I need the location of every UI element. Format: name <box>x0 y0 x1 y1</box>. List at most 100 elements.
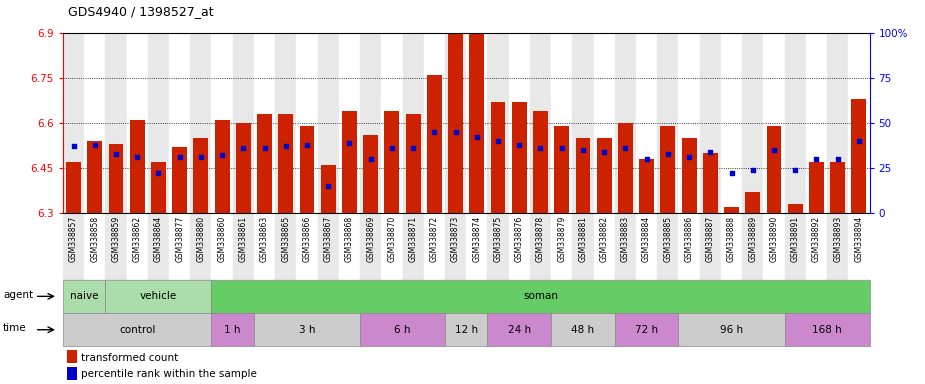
Text: vehicle: vehicle <box>140 291 177 301</box>
Text: 48 h: 48 h <box>572 325 595 335</box>
Bar <box>678 213 699 280</box>
Text: GSM338891: GSM338891 <box>791 215 800 262</box>
Bar <box>466 33 487 213</box>
Bar <box>763 213 784 280</box>
Point <box>278 143 293 149</box>
Text: 96 h: 96 h <box>720 325 743 335</box>
Point <box>108 151 123 157</box>
Bar <box>703 153 718 213</box>
Bar <box>296 33 317 213</box>
Text: GSM338887: GSM338887 <box>706 215 715 262</box>
Bar <box>469 33 485 213</box>
Text: GSM338893: GSM338893 <box>833 215 842 262</box>
Bar <box>275 213 296 280</box>
Bar <box>381 33 402 213</box>
Bar <box>402 213 424 280</box>
Bar <box>678 33 699 213</box>
Bar <box>63 313 212 346</box>
Point <box>660 151 675 157</box>
Point <box>490 138 505 144</box>
Point <box>703 149 718 155</box>
Bar <box>191 213 212 280</box>
Bar <box>127 213 148 280</box>
Point <box>151 170 166 177</box>
Bar <box>636 33 658 213</box>
Bar <box>148 33 169 213</box>
Bar <box>360 33 381 213</box>
Bar <box>554 126 569 213</box>
Bar <box>212 280 870 313</box>
Bar <box>381 213 402 280</box>
Point <box>533 145 548 151</box>
Bar <box>806 213 827 280</box>
Text: GSM338867: GSM338867 <box>324 215 333 262</box>
Bar <box>254 213 275 280</box>
Bar <box>784 213 806 280</box>
Text: GDS4940 / 1398527_at: GDS4940 / 1398527_at <box>68 5 213 18</box>
Bar <box>466 213 487 280</box>
Bar <box>530 33 551 213</box>
Bar <box>105 33 127 213</box>
Point <box>342 140 357 146</box>
Text: GSM338875: GSM338875 <box>494 215 502 262</box>
Point <box>852 138 867 144</box>
Text: 24 h: 24 h <box>508 325 531 335</box>
Point <box>809 156 824 162</box>
Bar <box>105 213 127 280</box>
Text: GSM338859: GSM338859 <box>112 215 120 262</box>
Bar <box>678 313 784 346</box>
Point <box>618 145 633 151</box>
Bar <box>254 313 360 346</box>
Bar <box>490 102 505 213</box>
Bar <box>767 126 782 213</box>
Text: GSM338888: GSM338888 <box>727 215 736 262</box>
Bar <box>746 192 760 213</box>
Bar <box>321 165 336 213</box>
Bar <box>831 162 845 213</box>
Bar <box>551 213 573 280</box>
Text: GSM338877: GSM338877 <box>175 215 184 262</box>
Bar <box>742 33 763 213</box>
Point <box>193 154 208 160</box>
Text: GSM338873: GSM338873 <box>451 215 460 262</box>
Bar <box>509 213 530 280</box>
Bar <box>212 213 233 280</box>
Bar <box>66 162 81 213</box>
Text: GSM338872: GSM338872 <box>430 215 438 262</box>
Bar <box>512 102 526 213</box>
Bar <box>615 313 678 346</box>
Bar <box>360 313 445 346</box>
Text: 6 h: 6 h <box>394 325 411 335</box>
Point <box>257 145 272 151</box>
Text: GSM338863: GSM338863 <box>260 215 269 262</box>
Bar <box>742 213 763 280</box>
Bar <box>105 280 212 313</box>
Text: naive: naive <box>70 291 98 301</box>
Bar <box>215 120 229 213</box>
Text: control: control <box>119 325 155 335</box>
Text: 1 h: 1 h <box>225 325 241 335</box>
Point <box>512 142 526 148</box>
Point <box>724 170 739 177</box>
Bar <box>63 280 105 313</box>
Text: 3 h: 3 h <box>299 325 315 335</box>
Bar <box>402 33 424 213</box>
Text: 168 h: 168 h <box>812 325 842 335</box>
Text: transformed count: transformed count <box>81 353 179 363</box>
Bar <box>487 33 509 213</box>
Text: GSM338876: GSM338876 <box>515 215 524 262</box>
Bar <box>169 213 191 280</box>
Text: GSM338864: GSM338864 <box>154 215 163 262</box>
Bar <box>827 213 848 280</box>
Text: GSM338857: GSM338857 <box>69 215 78 262</box>
Bar <box>424 33 445 213</box>
Point <box>130 154 144 160</box>
Bar <box>682 138 697 213</box>
Bar <box>84 213 105 280</box>
Bar <box>636 213 658 280</box>
Bar <box>300 126 314 213</box>
Text: GSM338858: GSM338858 <box>91 215 99 262</box>
Text: GSM338882: GSM338882 <box>599 215 609 262</box>
Bar <box>573 213 594 280</box>
Bar <box>445 213 466 280</box>
